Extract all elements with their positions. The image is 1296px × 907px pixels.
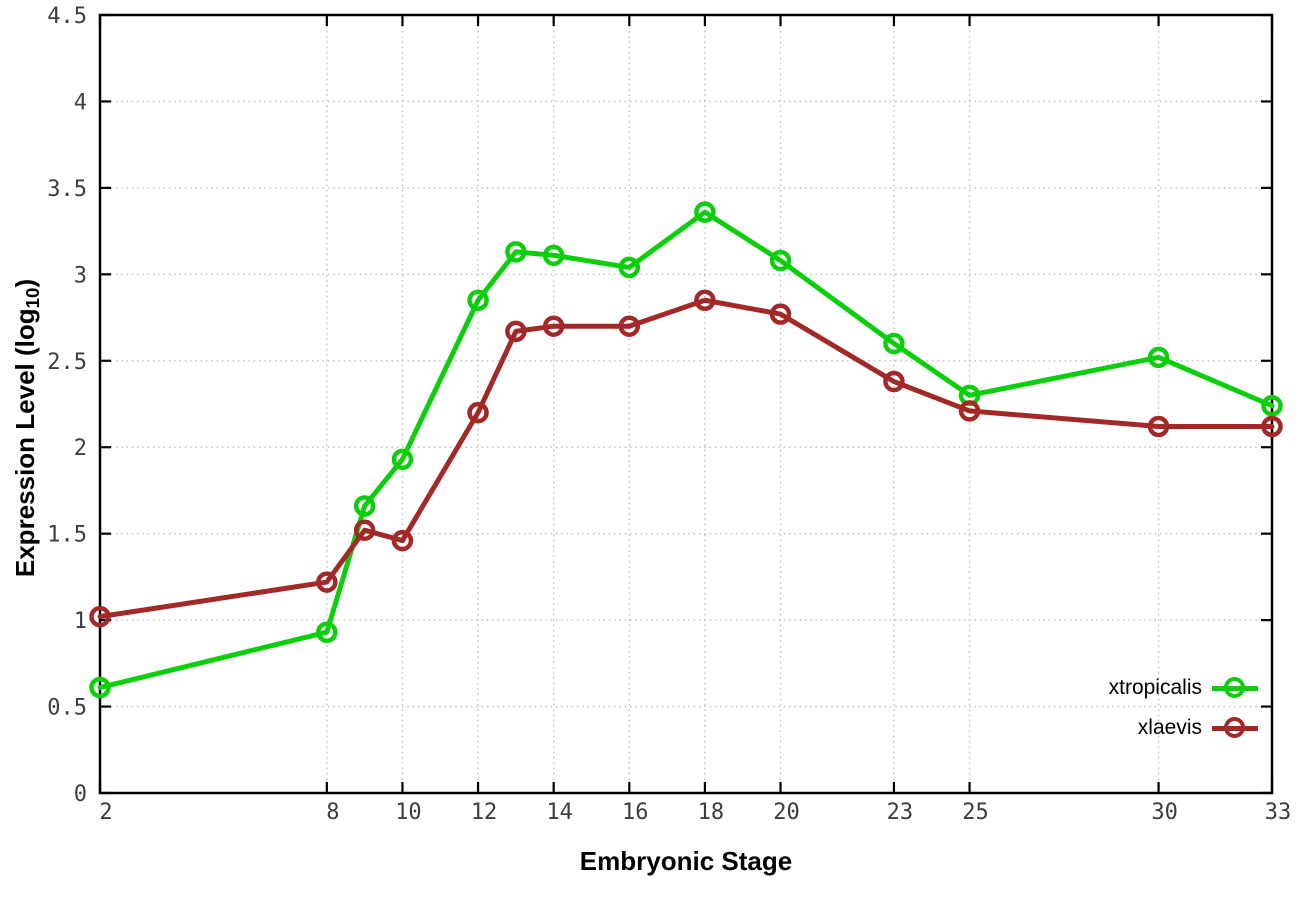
- y-tick-label: 1: [74, 609, 87, 634]
- data-point-xtropicalis: [542, 244, 565, 267]
- data-point-xlaevis: [316, 571, 338, 593]
- data-point-xtropicalis: [618, 256, 641, 279]
- y-tick-label: 4: [74, 90, 87, 115]
- legend-item-xtropicalis: xtropicalis: [1109, 668, 1258, 708]
- y-tick-label: 0.5: [47, 696, 87, 721]
- data-point-xlaevis: [467, 401, 489, 424]
- y-tick-label: 2: [74, 436, 87, 461]
- y-tick-label: 1.5: [47, 523, 87, 548]
- data-point-xtropicalis: [316, 621, 338, 643]
- plot-border: [98, 13, 1274, 795]
- x-tick-label: 33: [1265, 800, 1292, 825]
- x-tick-label: 2: [99, 800, 112, 825]
- legend-marker-xlaevis-icon: [1212, 716, 1258, 740]
- axis-ticks: [98, 13, 1274, 795]
- data-point-xtropicalis: [467, 289, 489, 312]
- y-axis-title-text: Expression Level (log: [9, 308, 40, 578]
- x-tick-label: 20: [773, 800, 800, 825]
- x-tick-label: 30: [1151, 800, 1178, 825]
- x-tick-label: 14: [546, 800, 573, 825]
- y-tick-label: 0: [74, 782, 87, 807]
- legend-item-xlaevis: xlaevis: [1109, 708, 1258, 748]
- y-axis-title: Expression Level (log10): [10, 279, 44, 577]
- legend-label-xlaevis: xlaevis: [1137, 716, 1202, 739]
- data-point-xtropicalis: [769, 249, 792, 272]
- series-xtropicalis: [89, 201, 1283, 699]
- data-point-xlaevis: [958, 400, 981, 422]
- data-point-xlaevis: [542, 315, 565, 337]
- data-point-xlaevis: [1261, 415, 1283, 438]
- data-point-xtropicalis: [89, 676, 111, 699]
- data-point-xlaevis: [353, 519, 376, 541]
- legend: xtropicalis xlaevis: [1109, 668, 1258, 748]
- y-tick-label: 4.5: [47, 4, 87, 29]
- data-point-xtropicalis: [505, 241, 527, 263]
- data-point-xtropicalis: [391, 448, 414, 471]
- y-tick-label: 2.5: [47, 350, 87, 375]
- x-tick-label: 16: [622, 800, 649, 825]
- data-point-xlaevis: [505, 320, 527, 343]
- legend-marker-xtropicalis-icon: [1212, 676, 1258, 700]
- series-xlaevis-line: [97, 297, 1275, 620]
- data-point-xtropicalis: [1261, 394, 1283, 417]
- x-tick-label: 25: [962, 800, 989, 825]
- y-tick-label: 3.5: [47, 177, 87, 202]
- x-tick-label: 10: [395, 800, 422, 825]
- gridlines: [100, 15, 1272, 793]
- data-point-xtropicalis: [694, 201, 716, 223]
- x-tick-label: 8: [326, 800, 339, 825]
- tick-labels: 2 8 10 12 14 16 18 20 23 25 30 33 0 0.5 1 1.5 2 2.5 3 3.5 4 4…: [47, 4, 1291, 825]
- series-xlaevis: [89, 289, 1283, 628]
- data-point-xtropicalis: [353, 495, 376, 517]
- data-point-xlaevis: [694, 289, 716, 312]
- y-axis-title-suffix: ): [9, 278, 40, 288]
- data-point-xtropicalis: [1147, 346, 1170, 369]
- x-tick-label: 18: [698, 800, 725, 825]
- series-xtropicalis-line: [97, 209, 1275, 691]
- data-point-xlaevis: [883, 370, 905, 393]
- data-point-xlaevis: [769, 303, 792, 325]
- data-point-xlaevis: [391, 529, 414, 552]
- x-axis-title: Embryonic Stage: [579, 846, 793, 876]
- data-point-xtropicalis: [883, 332, 905, 355]
- y-axis-title-subscript: 10: [22, 287, 44, 309]
- data-point-xlaevis: [618, 315, 641, 337]
- x-tick-label: 23: [887, 800, 914, 825]
- data-point-xlaevis: [89, 605, 111, 628]
- data-point-xlaevis: [1147, 415, 1170, 438]
- legend-label-xtropicalis: xtropicalis: [1108, 676, 1202, 699]
- x-tick-label: 12: [471, 800, 498, 825]
- y-tick-label: 3: [74, 263, 87, 288]
